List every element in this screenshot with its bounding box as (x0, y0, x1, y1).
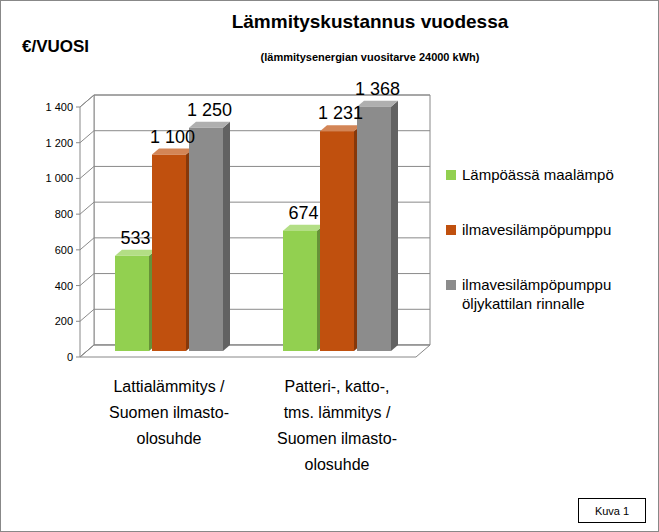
tick-mark (76, 285, 80, 286)
category-label-line: Suomen ilmasto- (109, 404, 229, 421)
bar-top (189, 122, 230, 128)
legend-swatch (446, 170, 456, 180)
bar-front (189, 128, 223, 351)
y-tick-label: 1 200 (45, 137, 73, 149)
legend-label-line: öljykattilan rinnalle (462, 295, 585, 312)
tick-mark (76, 178, 80, 179)
bars (115, 101, 398, 351)
chart-svg: Lämmityskustannus vuodessa (lämmitysenerg… (0, 0, 659, 532)
legend-label-line: ilmavesilämpöpumppu (462, 221, 611, 238)
tick-mark (76, 357, 80, 358)
category-label-line: Lattialämmitys / (113, 378, 225, 395)
subtitle: (lämmitysenergian vuositarve 24000 kWh) (261, 51, 480, 63)
annotation-box (579, 499, 646, 523)
category-label-line: olosuhde (305, 456, 370, 473)
bar (320, 125, 361, 351)
tick-mark (76, 249, 80, 250)
tick-mark (76, 214, 80, 215)
category-label-line: Patteri-, katto-, (285, 378, 390, 395)
bar-top (115, 250, 156, 256)
bar (152, 149, 193, 351)
bar-side (391, 101, 398, 351)
category-label-line: tms. lämmitys / (284, 404, 391, 421)
bar-front (357, 107, 391, 351)
category-label-line: olosuhde (137, 430, 202, 447)
y-tick-label: 1 000 (45, 172, 73, 184)
tick-mark (76, 107, 80, 108)
bar-front (152, 155, 186, 351)
y-tick-label: 1 400 (45, 101, 73, 113)
data-labels: 533 1 100 1 250 674 1 231 1 368 (120, 79, 400, 248)
legend-swatch (446, 225, 456, 235)
bar (189, 122, 230, 351)
y-tick-label: 800 (55, 208, 73, 220)
legend-label: Lämpöässä maalämpö (462, 166, 614, 183)
bar (357, 101, 398, 351)
data-label: 533 (120, 228, 150, 248)
bar (283, 225, 324, 351)
legend-swatch (446, 280, 456, 290)
annotation: Kuva 1 (595, 505, 629, 517)
y-tick-label: 600 (55, 244, 73, 256)
data-label: 1 250 (187, 100, 232, 120)
title: Lämmityskustannus vuodessa (232, 11, 509, 32)
frame (1, 1, 659, 532)
legend-label-line: ilmavesilämpöpumppu (462, 276, 611, 293)
bar-front (283, 231, 317, 351)
y-tick-label: 200 (55, 315, 73, 327)
chart-container: Lämmityskustannus vuodessa (lämmitysenerg… (0, 0, 659, 532)
y-tick-label: 400 (55, 280, 73, 292)
bar-top (320, 125, 361, 131)
bar-side (223, 122, 230, 351)
bar-top (283, 225, 324, 231)
data-label: 1 100 (150, 127, 195, 147)
y-label: €/VUOSI (22, 37, 89, 56)
y-tick-label: 0 (67, 351, 73, 363)
bar-front (320, 131, 354, 351)
bar-top (152, 149, 193, 155)
category-label: Patteri-, katto-, tms. lämmitys / Suomen i… (277, 378, 397, 473)
bar-top (357, 101, 398, 107)
data-label: 1 368 (355, 79, 400, 99)
legend-label: ilmavesilämpöpumppu öljykattilan rinnalle (462, 276, 611, 312)
data-label: 674 (288, 203, 318, 223)
category-label: Lattialämmitys / Suomen ilmasto-olosuhde (109, 378, 229, 447)
tick-mark (76, 321, 80, 322)
tick-mark (76, 142, 80, 143)
legend-label: ilmavesilämpöpumppu (462, 221, 611, 238)
side-wall (80, 95, 94, 357)
category-label-line: Suomen ilmasto- (277, 430, 397, 447)
legend-label-line: Lämpöässä maalämpö (462, 166, 614, 183)
data-label: 1 231 (318, 103, 363, 123)
legend: Lämpöässä maalämpöilmavesilämpöpumppuilm… (446, 166, 614, 312)
bar-front (115, 256, 149, 351)
bar (115, 250, 156, 351)
